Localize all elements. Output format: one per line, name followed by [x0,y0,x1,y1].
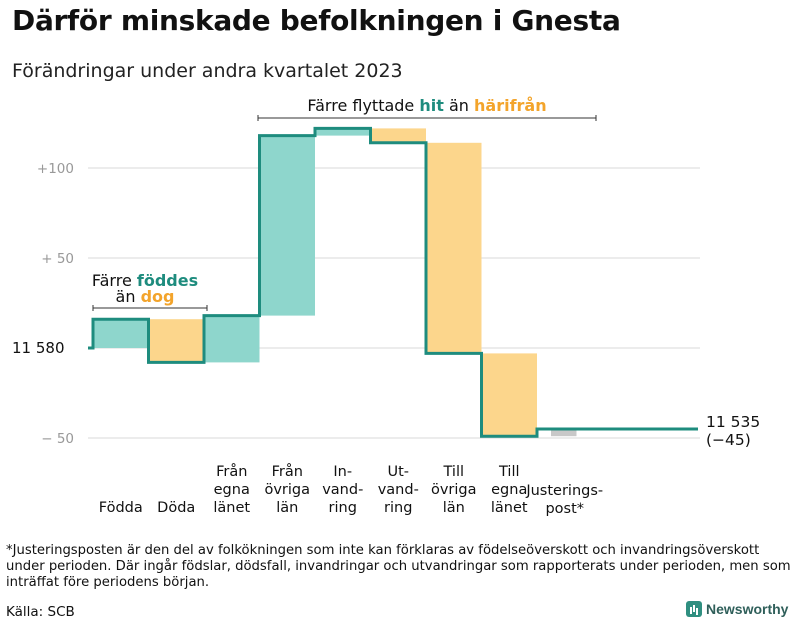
y-tick-label: +100 [37,161,74,177]
bar [315,128,371,136]
x-tick-label: Justerings- [525,483,603,499]
x-tick-label: övriga [431,482,477,498]
moves-annotation: Färre flyttade hit än härifrån [307,96,546,115]
x-tick-label: egna [491,482,527,498]
x-tick-label: länet [213,500,250,516]
end-value-label: 11 535 [706,413,760,431]
bar [426,142,482,354]
brand[interactable]: Newsworthy [686,601,788,617]
x-tick-label: övriga [264,482,310,498]
y-tick-label: 11 580 [12,339,65,357]
y-tick-label: + 50 [41,251,74,267]
bar [370,128,426,143]
bar [148,319,204,363]
end-change-label: (−45) [706,431,751,449]
x-tick-label: vand- [322,482,363,498]
page-subtitle: Förändringar under andra kvartalet 2023 [12,60,403,82]
footnote: *Justeringsposten är den del av folkökni… [6,543,791,590]
x-tick-label: Till [498,464,520,480]
x-tick-label: län [276,500,298,516]
x-tick-label: post* [545,501,584,517]
x-tick-label: ring [329,500,357,516]
x-tick-label: Födda [99,500,143,516]
source-label: Källa: SCB [6,604,75,620]
bar [93,319,149,348]
x-tick-label: Döda [157,500,195,516]
waterfall-chart: +100 + 50 11 580 − 50 Födda Döda Från egna länet… [12,96,760,517]
x-tick-label: ring [384,500,412,516]
step-line [88,126,698,438]
x-tick-label: Från [216,463,247,480]
newsworthy-logo-icon [686,601,702,617]
x-tick-label: Till [443,464,465,480]
page-title: Därför minskade befolkningen i Gnesta [12,4,621,37]
x-tick-label: län [443,500,465,516]
brand-label: Newsworthy [706,601,789,617]
births-annotation-line1: Färre föddes [92,271,198,290]
x-tick-label: In- [333,464,352,480]
bar [259,135,315,316]
x-tick-label: egna [214,482,250,498]
bar [204,315,260,363]
bar [551,429,577,437]
bar [481,353,537,437]
x-tick-label: länet [491,500,528,516]
births-annotation-line2: än dog [116,287,175,306]
y-tick-label: − 50 [41,431,74,447]
x-tick-label: Från [272,463,303,480]
x-tick-label: Ut- [387,464,409,480]
x-tick-label: vand- [378,482,419,498]
